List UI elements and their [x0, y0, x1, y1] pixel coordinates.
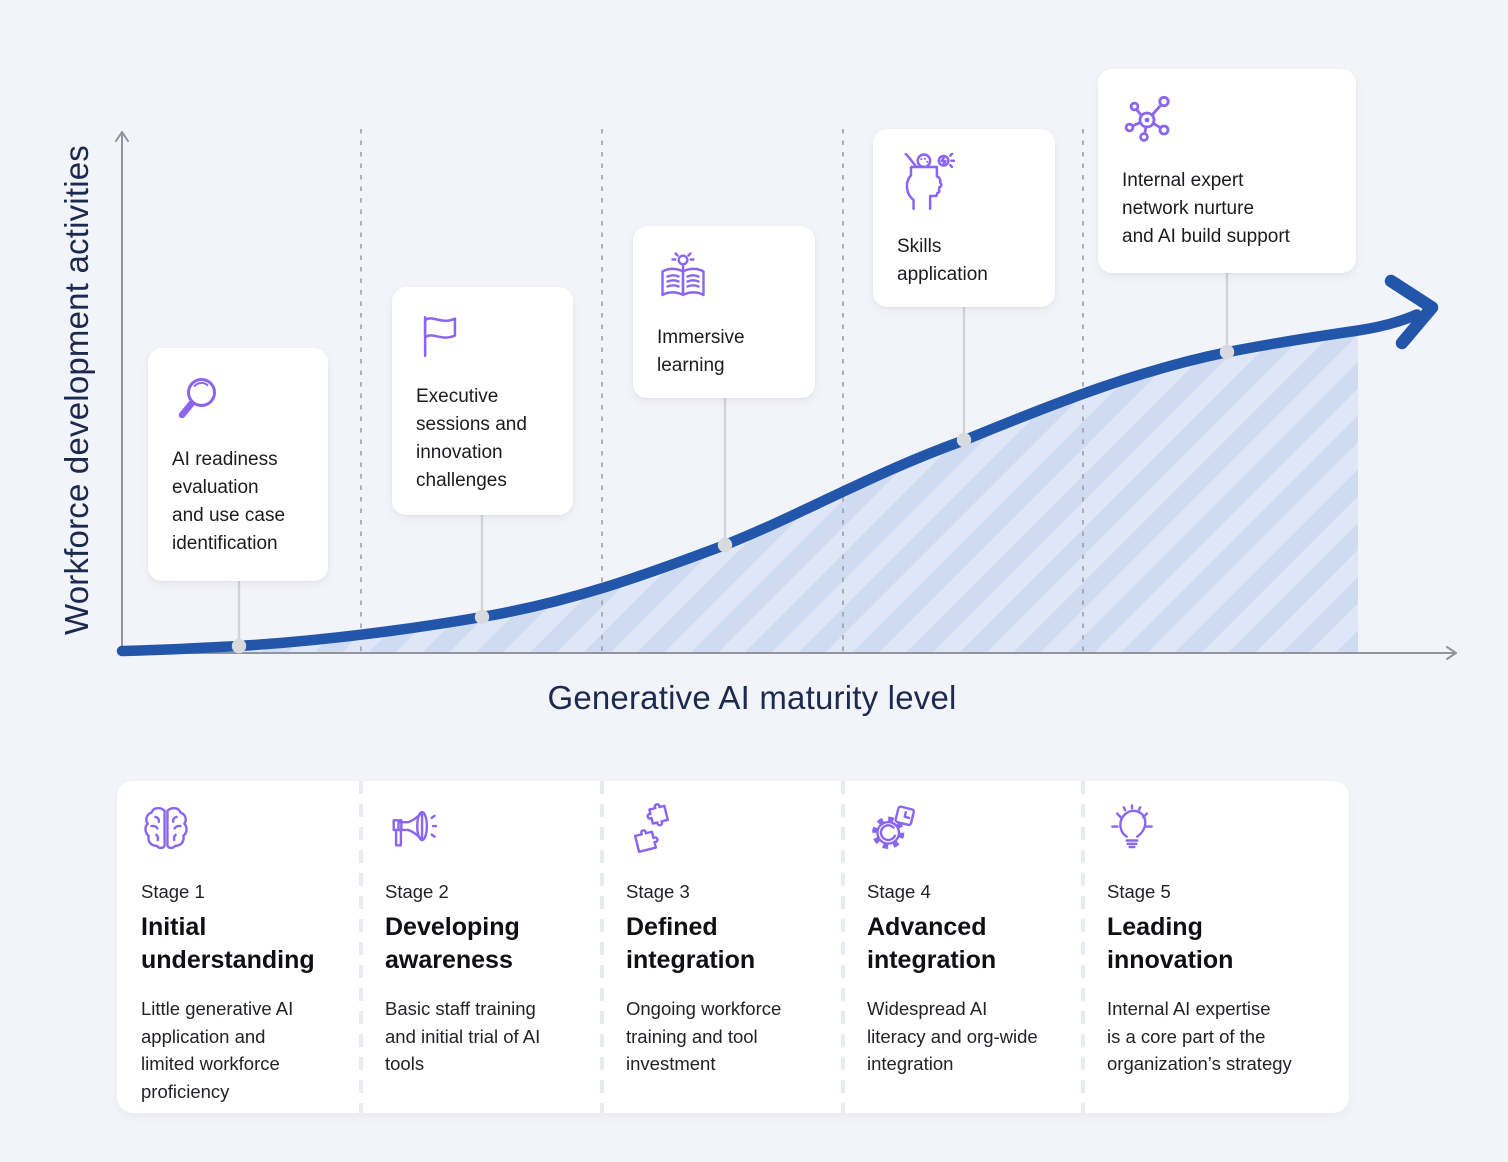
callout-executive-sessions: Executive sessions and innovation challe…	[392, 287, 573, 515]
gear-chart-icon	[867, 803, 1059, 853]
magnifier-icon	[172, 372, 308, 424]
stage-card-5: Stage 5 Leading innovation Internal AI e…	[1083, 781, 1349, 1113]
stage-description: Widespread AI literacy and org-wide inte…	[867, 998, 1038, 1074]
stage-label: Stage 5	[1107, 881, 1171, 902]
stage-card-4: Stage 4 Advanced integration Widespread …	[843, 781, 1083, 1113]
stage-title: Advanced integration	[867, 913, 997, 974]
callout-expert-network: Internal expert network nurture and AI b…	[1098, 69, 1356, 273]
callout-immersive-learning: Immersive learning	[633, 226, 815, 398]
stage-label: Stage 3	[626, 881, 690, 902]
book-lightbulb-icon	[657, 250, 795, 302]
curve-arrowhead-icon	[1384, 274, 1439, 350]
callout-text: AI readiness evaluation and use case ide…	[172, 449, 286, 554]
lightbulb-icon	[1107, 803, 1325, 853]
stage-label: Stage 2	[385, 881, 449, 902]
stage-card-1: Stage 1 Initial understanding Little gen…	[117, 781, 361, 1113]
callout-text: Skills application	[897, 236, 988, 285]
stage-card-2: Stage 2 Developing awareness Basic staff…	[361, 781, 602, 1113]
callout-ai-readiness: AI readiness evaluation and use case ide…	[148, 348, 328, 581]
y-axis-label: Workforce development activities	[58, 145, 95, 635]
callout-text: Immersive learning	[657, 327, 745, 376]
y-axis	[115, 131, 129, 654]
puzzle-icon	[626, 803, 819, 853]
flag-icon	[416, 311, 553, 361]
stage-title: Initial understanding	[141, 913, 315, 974]
stage-label: Stage 4	[867, 881, 931, 902]
stage-title: Defined integration	[626, 913, 756, 974]
stage-card-3: Stage 3 Defined integration Ongoing work…	[602, 781, 843, 1113]
network-icon	[1122, 93, 1336, 145]
curve-point-dots	[231, 344, 1235, 654]
callout-text: Executive sessions and innovation challe…	[416, 386, 527, 491]
callout-text: Internal expert network nurture and AI b…	[1122, 170, 1290, 247]
stage-separator	[600, 781, 604, 1113]
megaphone-icon	[385, 803, 578, 853]
creative-head-icon	[897, 153, 1035, 211]
brain-icon	[141, 803, 337, 853]
callout-connectors	[237, 263, 1229, 646]
x-axis	[121, 646, 1457, 660]
stage-description: Ongoing workforce training and tool inve…	[626, 998, 782, 1074]
maturity-curve	[116, 309, 1423, 657]
stage-description: Little generative AI application and lim…	[141, 998, 294, 1102]
stage-separator	[1081, 781, 1085, 1113]
stage-description: Basic staff training and initial trial o…	[385, 998, 541, 1074]
stage-description: Internal AI expertise is a core part of …	[1107, 998, 1292, 1074]
x-axis-label: Generative AI maturity level	[547, 679, 957, 716]
stage-cards-container: Stage 1 Initial understanding Little gen…	[117, 781, 1349, 1113]
stage-title: Leading innovation	[1107, 913, 1234, 974]
stage-title: Developing awareness	[385, 913, 520, 974]
callout-skills-application: Skills application	[873, 129, 1055, 307]
stage-label: Stage 1	[141, 881, 205, 902]
stage-separator	[359, 781, 363, 1113]
stage-separator	[841, 781, 845, 1113]
